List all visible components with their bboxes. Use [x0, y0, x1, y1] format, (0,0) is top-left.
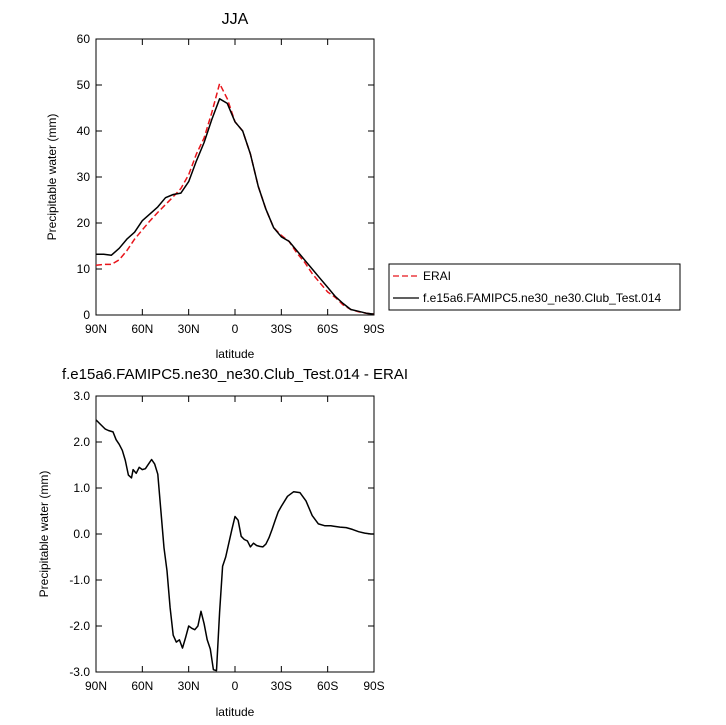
top-x-tick-label: 60N [131, 322, 153, 336]
bottom-plot-frame [95, 395, 375, 673]
top-y-tick-label: 20 [77, 216, 91, 230]
top-y-tick-label: 0 [83, 308, 90, 322]
legend-box [388, 263, 681, 311]
top-chart-title: JJA [222, 11, 249, 28]
bottom-y-tick-label: -2.0 [69, 619, 90, 633]
top-y-tick-label: 30 [77, 170, 91, 184]
bottom-x-axis: 90N 60N 30N 0 30S 60S 90S [85, 396, 385, 693]
top-x-tick-label: 90N [85, 322, 107, 336]
top-x-axis: 90N 60N 30N 0 30S 60S 90S [85, 39, 385, 336]
top-y-tick-label: 60 [77, 32, 91, 46]
bottom-y-tick-label: 1.0 [73, 481, 90, 495]
top-y-tick-label: 50 [77, 78, 91, 92]
bottom-x-tick-label: 90N [85, 679, 107, 693]
bottom-x-tick-label: 30S [271, 679, 292, 693]
bottom-x-tick-label: 30N [178, 679, 200, 693]
top-series-lines [95, 82, 375, 315]
bottom-y-tick-label: 3.0 [73, 389, 90, 403]
top-y-axis: 0 10 20 30 40 50 60 [77, 32, 374, 322]
bottom-y-axis-label: Precipitable water (mm) [37, 471, 51, 598]
bottom-y-axis: -3.0 -2.0 -1.0 0.0 1.0 2.0 3.0 [69, 389, 374, 679]
bottom-chart-title: f.e15a6.FAMIPC5.ne30_ne30.Club_Test.014 … [62, 366, 408, 383]
top-x-tick-label: 30S [271, 322, 292, 336]
top-x-tick-label: 60S [317, 322, 338, 336]
bottom-series-line-0 [95, 419, 374, 672]
bottom-series-lines [95, 419, 374, 672]
top-x-tick-label: 0 [232, 322, 239, 336]
bottom-x-tick-label: 60N [131, 679, 153, 693]
bottom-x-tick-label: 0 [232, 679, 239, 693]
bottom-y-tick-label: -1.0 [69, 573, 90, 587]
bottom-y-tick-label: 0.0 [73, 527, 90, 541]
top-y-tick-label: 10 [77, 262, 91, 276]
top-series-line-0 [95, 82, 375, 315]
bottom-x-tick-label: 60S [317, 679, 338, 693]
bottom-x-tick-label: 90S [363, 679, 384, 693]
top-y-tick-label: 40 [77, 124, 91, 138]
bottom-y-tick-label: -3.0 [69, 665, 90, 679]
bottom-panel: f.e15a6.FAMIPC5.ne30_ne30.Club_Test.014 … [37, 366, 408, 719]
legend: ERAI f.e15a6.FAMIPC5.ne30_ne30.Club_Test… [388, 263, 681, 311]
bottom-x-axis-label: latitude [216, 705, 255, 719]
top-x-axis-label: latitude [216, 347, 255, 361]
top-series-line-1 [96, 98, 375, 315]
bottom-y-tick-label: 2.0 [73, 435, 90, 449]
top-x-tick-label: 90S [363, 322, 384, 336]
top-y-axis-label: Precipitable water (mm) [45, 114, 59, 241]
top-x-tick-label: 30N [178, 322, 200, 336]
legend-label-model: f.e15a6.FAMIPC5.ne30_ne30.Club_Test.014 [423, 291, 661, 305]
top-panel: JJA 0 10 20 30 40 50 60 90N 60N 30N 0 30S 60S 90S la… [45, 11, 385, 361]
legend-label-erai: ERAI [423, 269, 451, 283]
top-plot-frame [95, 38, 375, 316]
